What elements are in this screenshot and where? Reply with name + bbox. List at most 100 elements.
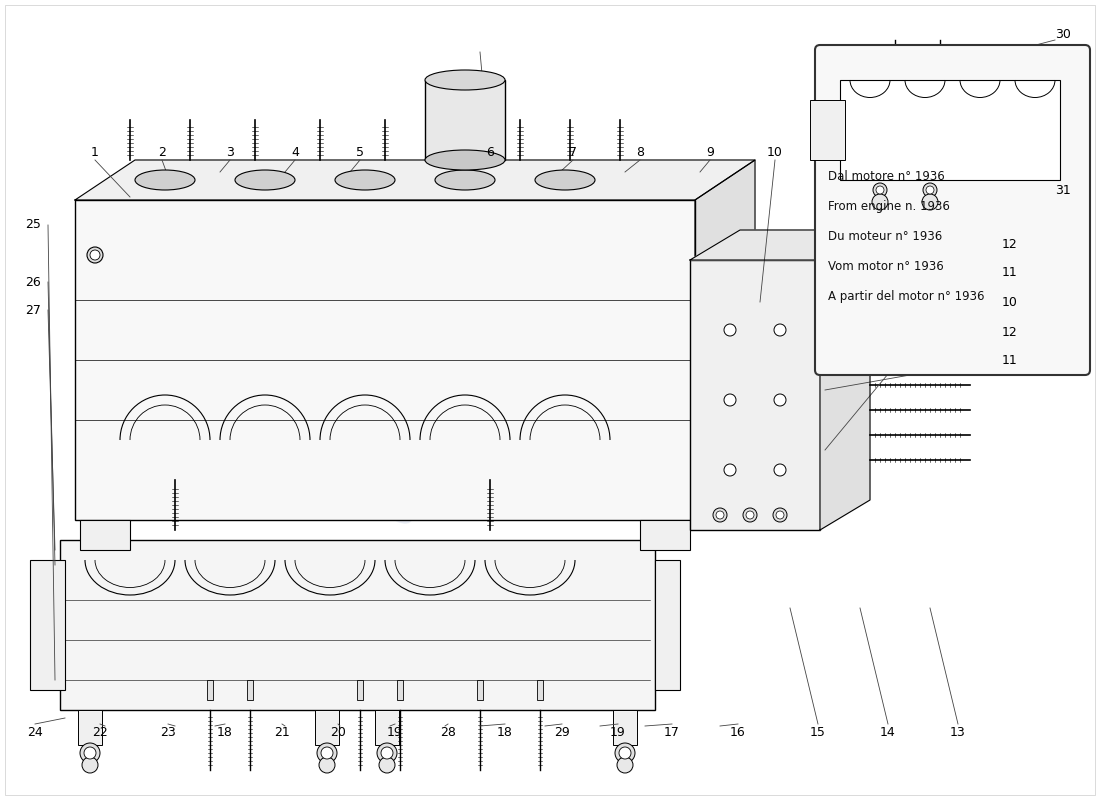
FancyBboxPatch shape (815, 45, 1090, 375)
Text: 2: 2 (158, 146, 166, 158)
Text: 30: 30 (1055, 29, 1071, 42)
Circle shape (615, 743, 635, 763)
Text: 7: 7 (569, 146, 578, 158)
Bar (613, 710, 637, 745)
Circle shape (774, 394, 786, 406)
Circle shape (724, 324, 736, 336)
Bar (75, 200, 695, 520)
Text: From engine n. 1936: From engine n. 1936 (828, 200, 950, 213)
Circle shape (724, 394, 736, 406)
Circle shape (746, 511, 754, 519)
Circle shape (321, 747, 333, 759)
Circle shape (84, 747, 96, 759)
Text: Du moteur n° 1936: Du moteur n° 1936 (828, 230, 943, 243)
Text: 31: 31 (1055, 183, 1071, 197)
Bar (640, 520, 690, 550)
Text: 27: 27 (25, 303, 41, 317)
Bar (810, 100, 845, 160)
Bar (537, 680, 543, 700)
Circle shape (776, 511, 784, 519)
Text: 26: 26 (25, 275, 41, 289)
Circle shape (619, 747, 631, 759)
Circle shape (774, 324, 786, 336)
Circle shape (379, 757, 395, 773)
Circle shape (742, 508, 757, 522)
Bar (315, 710, 339, 745)
Text: eurospares: eurospares (222, 469, 417, 531)
Text: 4: 4 (292, 146, 299, 158)
Ellipse shape (336, 170, 395, 190)
Text: 23: 23 (161, 726, 176, 738)
Text: 1: 1 (91, 146, 99, 158)
Circle shape (377, 743, 397, 763)
Text: 10: 10 (767, 146, 783, 158)
Text: 24: 24 (28, 726, 43, 738)
Polygon shape (75, 160, 755, 200)
Ellipse shape (235, 170, 295, 190)
Circle shape (876, 186, 884, 194)
Text: 19: 19 (610, 726, 626, 738)
Text: 16: 16 (730, 726, 746, 738)
Circle shape (317, 743, 337, 763)
Ellipse shape (135, 170, 195, 190)
Text: 11: 11 (1002, 266, 1018, 278)
Circle shape (926, 186, 934, 194)
Text: 17: 17 (664, 726, 680, 738)
Bar (690, 260, 820, 530)
Circle shape (80, 743, 100, 763)
Bar (840, 80, 1060, 180)
Bar (654, 560, 680, 690)
Circle shape (716, 511, 724, 519)
Text: eurospares: eurospares (422, 249, 617, 311)
Ellipse shape (425, 70, 505, 90)
Text: 22: 22 (92, 726, 108, 738)
Circle shape (713, 508, 727, 522)
Circle shape (724, 464, 736, 476)
Bar (358, 680, 363, 700)
Text: 20: 20 (330, 726, 345, 738)
Bar (375, 710, 399, 745)
Text: A partir del motor n° 1936: A partir del motor n° 1936 (828, 290, 984, 303)
Text: Dal motore n° 1936: Dal motore n° 1936 (828, 170, 945, 183)
Text: 5: 5 (356, 146, 364, 158)
Text: 13: 13 (950, 726, 966, 738)
Text: 29: 29 (554, 726, 570, 738)
Ellipse shape (425, 150, 505, 170)
Circle shape (617, 757, 632, 773)
Text: 18: 18 (497, 726, 513, 738)
Text: eurospares: eurospares (623, 389, 817, 451)
Ellipse shape (535, 170, 595, 190)
Text: 9: 9 (706, 146, 714, 158)
Circle shape (87, 247, 103, 263)
Text: 14: 14 (880, 726, 895, 738)
Text: 11: 11 (1002, 354, 1018, 366)
Text: 21: 21 (274, 726, 290, 738)
Circle shape (82, 757, 98, 773)
Circle shape (922, 194, 938, 210)
Circle shape (774, 464, 786, 476)
Text: 15: 15 (810, 726, 826, 738)
Text: 18: 18 (217, 726, 233, 738)
Text: 19: 19 (387, 726, 403, 738)
Bar (30, 560, 65, 690)
Text: 6: 6 (486, 146, 494, 158)
Circle shape (873, 183, 887, 197)
Text: 12: 12 (1002, 238, 1018, 251)
Text: 28: 28 (440, 726, 455, 738)
Ellipse shape (434, 170, 495, 190)
Circle shape (872, 194, 888, 210)
Text: 10: 10 (1002, 295, 1018, 309)
Circle shape (90, 250, 100, 260)
Bar (78, 710, 102, 745)
Circle shape (319, 757, 336, 773)
Polygon shape (820, 230, 870, 530)
Polygon shape (690, 230, 870, 260)
Bar (60, 540, 654, 710)
Polygon shape (695, 160, 755, 520)
Text: Vom motor n° 1936: Vom motor n° 1936 (828, 260, 944, 273)
Bar (425, 80, 505, 160)
Bar (477, 680, 483, 700)
Bar (397, 680, 403, 700)
Bar (80, 520, 130, 550)
Circle shape (773, 508, 786, 522)
